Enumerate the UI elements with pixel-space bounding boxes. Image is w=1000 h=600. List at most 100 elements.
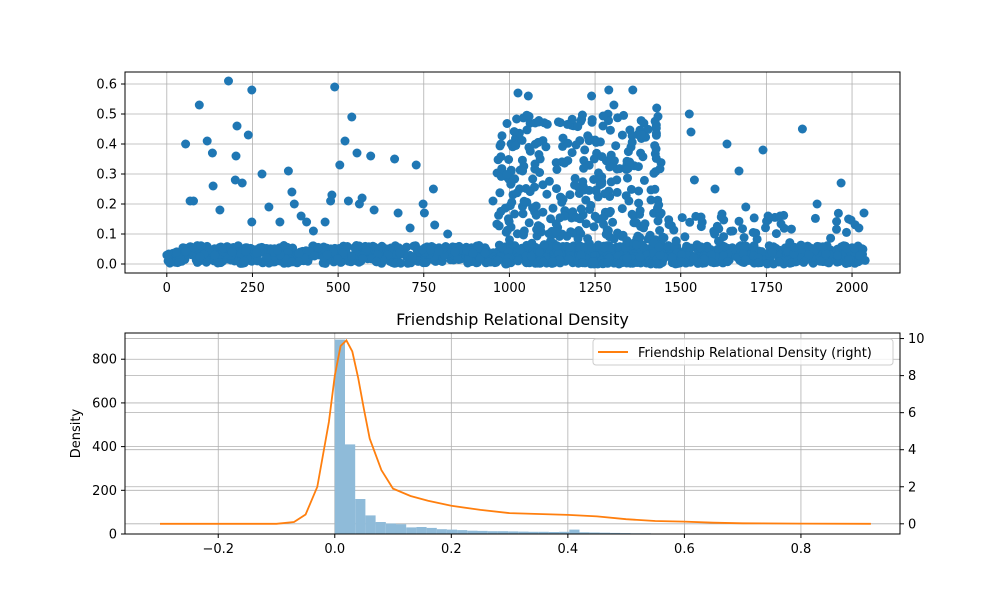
scatter-point — [598, 121, 608, 131]
scatter-point — [507, 197, 517, 207]
scatter-point — [390, 154, 400, 164]
scatter-point — [533, 137, 543, 147]
scatter-point — [309, 251, 319, 261]
scatter-point — [821, 249, 831, 259]
scatter-point — [758, 145, 768, 155]
histogram-bar — [487, 531, 498, 534]
scatter-point — [189, 196, 198, 206]
histogram-bar — [467, 530, 478, 534]
scatter-point — [601, 229, 611, 239]
scatter-point — [663, 241, 672, 251]
scatter-point — [511, 140, 521, 150]
scatter-point — [196, 241, 206, 251]
histogram-bar — [436, 529, 447, 534]
scatter-point — [502, 119, 512, 128]
scatter-point — [293, 256, 303, 266]
scatter-point — [576, 250, 586, 260]
scatter-point — [771, 229, 781, 239]
scatter-point — [510, 209, 520, 219]
scatter-point — [775, 211, 785, 221]
scatter-point — [804, 250, 814, 260]
scatter-point — [614, 259, 624, 269]
histogram-bar — [446, 529, 458, 534]
scatter-point — [734, 216, 744, 226]
scatter-point — [621, 191, 631, 201]
scatter-point — [570, 180, 580, 190]
scatter-point — [162, 250, 172, 260]
scatter-point — [812, 199, 822, 209]
left-y-tick-label: 0 — [109, 528, 117, 543]
scatter-point — [651, 123, 661, 133]
scatter-x-ticks: 0 250 500 750 1000 1250 1500 1750 2000 — [163, 273, 869, 296]
scatter-point — [243, 130, 253, 140]
histogram-bar — [538, 531, 549, 534]
scatter-point — [654, 242, 664, 252]
scatter-point — [842, 227, 851, 237]
histogram-bar — [334, 339, 345, 534]
density-right-y-ticks: 0 2 4 6 8 10 — [900, 332, 925, 532]
scatter-point — [513, 256, 523, 266]
scatter-point — [512, 114, 522, 124]
scatter-point — [518, 209, 528, 219]
scatter-point — [685, 217, 695, 227]
scatter-point — [659, 233, 669, 243]
scatter-point — [272, 246, 282, 255]
scatter-point — [815, 256, 825, 266]
y-tick-label: 0.0 — [96, 258, 117, 273]
scatter-point — [308, 226, 318, 236]
scatter-point — [833, 250, 842, 260]
scatter-point — [275, 217, 285, 227]
scatter-point — [405, 223, 415, 233]
y-tick-label: 0.4 — [96, 138, 117, 153]
scatter-point — [611, 141, 621, 151]
scatter-point — [767, 248, 777, 258]
scatter-point — [542, 189, 552, 199]
scatter-point — [231, 151, 241, 161]
scatter-point — [519, 226, 529, 236]
scatter-point — [741, 202, 751, 212]
scatter-point — [621, 164, 631, 174]
scatter-point — [570, 173, 580, 183]
scatter-point — [560, 158, 569, 168]
scatter-point — [763, 211, 773, 221]
scatter-point — [589, 154, 599, 164]
scatter-point — [434, 246, 444, 256]
scatter-point — [450, 247, 460, 257]
x-tick-label: −0.2 — [202, 542, 234, 557]
scatter-point — [279, 241, 289, 250]
y-tick-label: 0.1 — [96, 228, 117, 243]
scatter-point — [639, 223, 649, 233]
scatter-point — [627, 137, 637, 147]
y-tick-label: 0.3 — [96, 168, 117, 183]
scatter-point — [552, 165, 562, 174]
scatter-point — [686, 127, 696, 137]
scatter-point — [581, 219, 591, 229]
x-tick-label: 0.8 — [791, 542, 812, 557]
scatter-point — [174, 257, 184, 267]
scatter-points — [162, 76, 870, 269]
scatter-point — [608, 217, 618, 227]
scatter-point — [655, 226, 665, 235]
scatter-point — [843, 254, 853, 264]
scatter-point — [597, 179, 607, 189]
scatter-point — [493, 255, 503, 265]
scatter-point — [578, 177, 588, 187]
scatter-point — [664, 220, 674, 230]
scatter-point — [523, 91, 533, 101]
scatter-point — [202, 136, 212, 146]
scatter-point — [651, 153, 661, 163]
scatter-point — [548, 257, 557, 266]
scatter-point — [239, 256, 249, 266]
scatter-point — [651, 130, 661, 140]
scatter-point — [761, 223, 770, 233]
scatter-point — [505, 235, 514, 245]
scatter-point — [832, 257, 842, 267]
scatter-point — [366, 151, 376, 161]
scatter-point — [739, 233, 749, 242]
histogram-bar — [579, 532, 590, 534]
scatter-point — [181, 246, 191, 256]
scatter-frame — [124, 71, 901, 274]
scatter-point — [257, 169, 267, 179]
histogram-bar — [508, 531, 519, 534]
